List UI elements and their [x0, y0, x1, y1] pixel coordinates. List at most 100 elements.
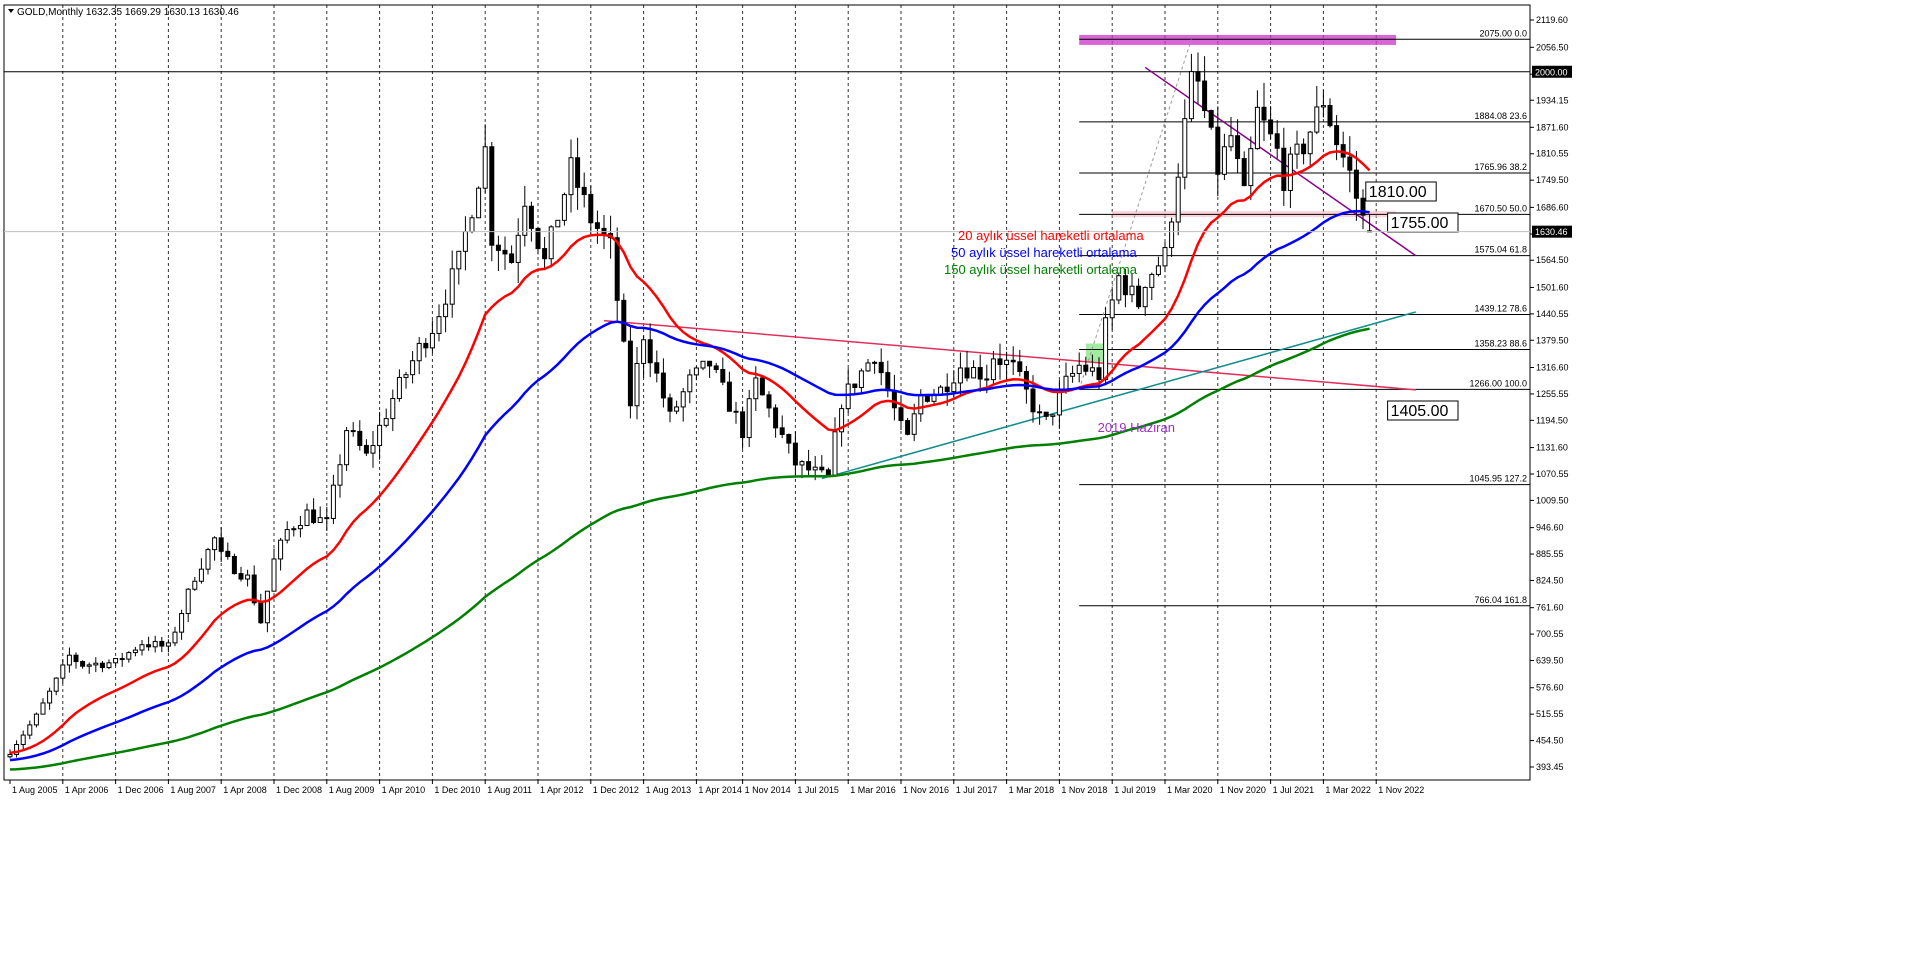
candle-bear	[159, 640, 165, 647]
y-tick-label: 454.50	[1536, 736, 1564, 746]
candle-bear	[825, 469, 831, 476]
candle-bear	[588, 194, 594, 224]
candle-bear	[311, 509, 317, 524]
fib-label: 1358.23 88.6	[1474, 338, 1527, 348]
candle-bull	[1089, 367, 1095, 372]
candle-bear	[740, 411, 746, 439]
candle-bull	[370, 445, 376, 454]
candle-bull	[27, 724, 33, 736]
candle-bull	[1228, 135, 1234, 148]
x-tick-label: 1 Nov 2014	[745, 785, 791, 795]
x-tick-label: 1 Nov 2018	[1061, 785, 1107, 795]
candle-bull	[1056, 389, 1062, 416]
candle-bull	[858, 370, 864, 388]
fib-label: 1884.08 23.6	[1474, 111, 1527, 121]
candle-bear	[898, 407, 904, 422]
candle-bear	[977, 367, 983, 380]
price-axis: 2119.602056.501994.401934.151871.601810.…	[4, 15, 1572, 772]
candle-bear	[878, 361, 884, 374]
x-tick-label: 1 Mar 2018	[1009, 785, 1055, 795]
candle-bull	[746, 398, 752, 439]
x-tick-label: 1 Mar 2022	[1325, 785, 1371, 795]
candle-bear	[1327, 105, 1333, 127]
y-tick-label: 576.60	[1536, 683, 1564, 693]
candle-bull	[344, 430, 350, 466]
candle-bull	[1254, 106, 1260, 150]
label-1810-box	[1365, 181, 1437, 202]
candle-bear	[779, 427, 785, 435]
candle-bear	[1274, 133, 1280, 149]
x-tick-label: 1 Dec 2012	[593, 785, 639, 795]
fib-label: 1439.12 78.6	[1474, 303, 1527, 313]
y-tick-label: 1564.50	[1536, 255, 1569, 265]
candle-bull	[212, 537, 218, 551]
y-tick-label: 2056.50	[1536, 42, 1569, 52]
legend-item: 50 aylık üssel hareketli ortalama	[951, 245, 1137, 260]
candle-bull	[383, 418, 389, 426]
candle-bear	[1083, 364, 1089, 372]
candle-bull	[403, 374, 409, 378]
time-axis: 1 Aug 2005 1 Apr 2006 1 Dec 2006 1 Aug 2007…	[9, 780, 1424, 795]
candle-bull	[47, 690, 53, 704]
candle-bear	[654, 362, 660, 374]
candle-bull	[377, 424, 383, 447]
candle-bull	[126, 652, 132, 660]
y-tick-label: 1131.60	[1536, 443, 1568, 453]
header-dropdown-icon[interactable]	[8, 9, 14, 13]
candle-bull	[429, 332, 435, 349]
candle-bear	[146, 644, 152, 648]
y-tick-label: 1501.60	[1536, 282, 1569, 292]
plot-frame	[3, 4, 1531, 781]
label-1755: 1755.00	[1391, 215, 1449, 232]
label-1810: 1810.00	[1369, 184, 1427, 201]
candle-bull	[1294, 143, 1300, 155]
x-tick-label: 1 Jul 2019	[1114, 785, 1156, 795]
candle-bear	[924, 394, 930, 402]
candles	[7, 52, 1373, 759]
candle-bear	[806, 461, 812, 471]
y-tick-label: 1316.60	[1536, 363, 1569, 373]
candle-bull	[1050, 414, 1056, 417]
2075-resistance-zone	[1079, 34, 1396, 45]
candle-bull	[330, 484, 336, 519]
price-tag-current-bg	[1532, 225, 1572, 238]
candle-bull	[845, 383, 851, 410]
x-tick-label: 1 Aug 2009	[329, 785, 375, 795]
candle-bull	[7, 753, 13, 758]
candle-bull	[680, 391, 686, 408]
x-tick-label: 1 Apr 2006	[65, 785, 109, 795]
candle-bear	[1215, 126, 1221, 175]
candle-bull	[284, 529, 290, 541]
candle-bull	[693, 367, 699, 376]
candle-bull	[1076, 364, 1082, 374]
candle-bear	[1202, 80, 1208, 112]
candle-bear	[99, 662, 105, 669]
label-1405: 1405.00	[1391, 403, 1449, 420]
candle-bear	[964, 367, 970, 379]
candle-bear	[363, 444, 369, 454]
candle-bull	[687, 374, 693, 393]
fibonacci-levels: 2075.00 0.0 1884.08 23.6 1765.96 38.2 1670.…	[4, 28, 1530, 607]
y-tick-label: 1440.55	[1536, 309, 1569, 319]
candle-bear	[1030, 388, 1036, 413]
x-tick-label: 1 Nov 2022	[1378, 785, 1424, 795]
x-tick-label: 1 Apr 2014	[698, 785, 742, 795]
legend-item: 20 aylık üssel hareketli ortalama	[958, 228, 1144, 243]
candle-bull	[443, 303, 449, 318]
candle-bull	[66, 654, 72, 666]
candle-bull	[1004, 359, 1010, 366]
candle-bull	[515, 234, 521, 263]
candle-bear	[594, 222, 600, 229]
candle-bear	[231, 555, 237, 575]
candle-bear	[258, 602, 264, 624]
candle-bear	[614, 237, 620, 301]
candle-bull	[1149, 273, 1155, 288]
y-tick-label: 639.50	[1536, 656, 1564, 666]
label-1405-box	[1387, 400, 1459, 421]
x-tick-label: 1 Jul 2015	[797, 785, 839, 795]
ema-50-line	[9, 209, 1370, 762]
x-tick-label: 1 Apr 2012	[540, 785, 584, 795]
fib-label: 766.04 161.8	[1474, 595, 1527, 605]
candle-bull	[172, 631, 178, 644]
